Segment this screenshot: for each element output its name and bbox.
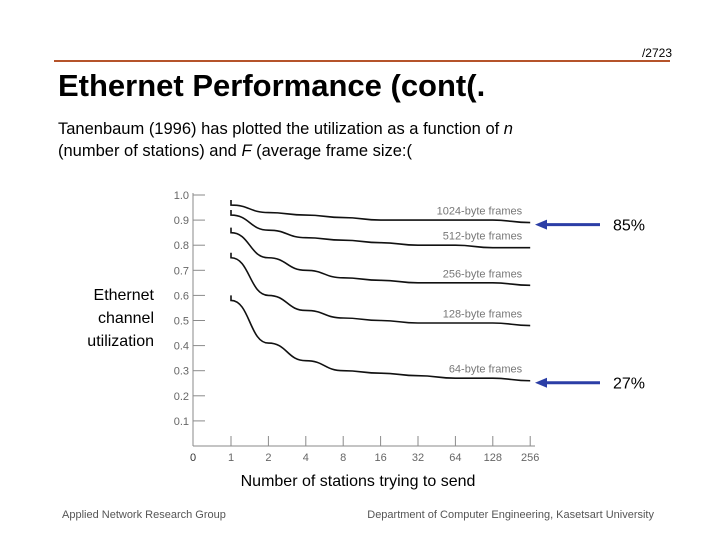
x-tick-label: 16 xyxy=(374,452,386,464)
series-line xyxy=(230,252,531,327)
series-line xyxy=(230,295,531,382)
series-line xyxy=(230,227,531,287)
x-tick-label: 8 xyxy=(340,452,346,464)
x-tick-label: 64 xyxy=(449,452,461,464)
page-number: /2723 xyxy=(641,46,672,60)
y-tick-label: 0.2 xyxy=(174,391,189,403)
x-tick-label: 128 xyxy=(484,452,502,464)
footer-group-name: Applied Network Research Group xyxy=(62,509,226,521)
annotation-label: 27% xyxy=(613,376,645,393)
annotation-arrow-head xyxy=(535,377,547,388)
y-tick-label: 0.5 xyxy=(174,316,189,328)
y-tick-label: 1.0 xyxy=(174,190,189,202)
annotation-label: 85% xyxy=(613,218,645,235)
y-tick-label: 0.6 xyxy=(174,290,189,302)
x-tick-label: 256 xyxy=(521,452,539,464)
series-label: 256-byte frames xyxy=(443,268,523,280)
subtitle-text-post: (average frame size:( xyxy=(251,142,413,160)
x-axis-label-text: Number of stations trying to send xyxy=(240,473,476,490)
series-label: 64-byte frames xyxy=(449,364,523,376)
series-line xyxy=(230,200,531,224)
y-axis-label-line: utilization xyxy=(87,333,154,350)
subtitle-text-mid: (number of stations) and xyxy=(58,142,242,160)
y-tick-label: 0.4 xyxy=(174,341,189,353)
annotation-arrow-head xyxy=(535,219,547,230)
y-axis-label: Ethernet channel utilization xyxy=(40,284,154,353)
series-label: 512-byte frames xyxy=(443,231,523,243)
series-label: 128-byte frames xyxy=(443,309,523,321)
subtitle-var-f: F xyxy=(241,142,252,160)
y-tick-label: 0.9 xyxy=(174,215,189,227)
slide-subtitle: Tanenbaum (1996) has plotted the utiliza… xyxy=(58,118,678,162)
origin-label: 0 xyxy=(190,452,196,464)
y-axis-label-line: Ethernet xyxy=(93,287,154,304)
y-tick-label: 0.8 xyxy=(174,240,189,252)
subtitle-text-pre: Tanenbaum (1996) has plotted the utiliza… xyxy=(58,120,504,138)
x-tick-label: 2 xyxy=(265,452,271,464)
slide-title: Ethernet Performance (cont(. xyxy=(58,68,486,103)
y-axis-label-line: channel xyxy=(97,310,154,327)
x-tick-label: 1 xyxy=(228,452,234,464)
series-label: 1024-byte frames xyxy=(437,206,523,218)
y-tick-label: 0.7 xyxy=(174,265,189,277)
title-divider xyxy=(54,60,670,62)
y-tick-label: 0.3 xyxy=(174,366,189,378)
series-line xyxy=(230,210,531,249)
y-tick-label: 0.1 xyxy=(174,416,189,428)
x-tick-label: 4 xyxy=(303,452,309,464)
footer-department: Department of Computer Engineering, Kase… xyxy=(367,509,654,521)
subtitle-var-n: n xyxy=(503,120,513,138)
x-axis-label: Number of stations trying to send xyxy=(0,473,720,491)
x-tick-label: 32 xyxy=(412,452,424,464)
